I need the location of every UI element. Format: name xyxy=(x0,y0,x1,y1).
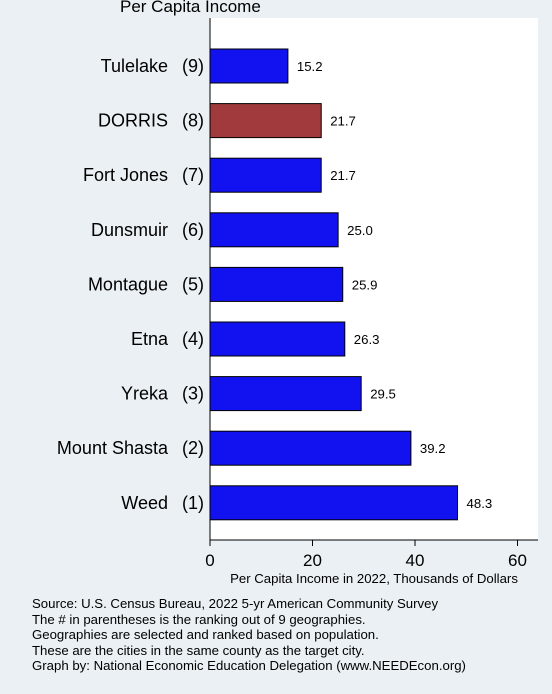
bar-value-label: 25.9 xyxy=(352,277,378,292)
category-name-label: DORRIS xyxy=(98,111,168,131)
category-name-label: Tulelake xyxy=(101,56,168,76)
bar-value-label: 21.7 xyxy=(330,168,356,183)
category-rank-label: (7) xyxy=(182,165,204,185)
bar xyxy=(209,321,346,357)
category-name-label: Fort Jones xyxy=(83,165,168,185)
bar-value-label: 25.0 xyxy=(347,223,373,238)
category-rank-label: (2) xyxy=(182,438,204,458)
category-labels-group: (9) Tulelake (8) DORRIS (7) Fort Jones (6) Duns… xyxy=(57,56,204,513)
bar xyxy=(209,376,362,412)
x-tick-label: 0 xyxy=(205,551,214,570)
bar-value-label: 29.5 xyxy=(370,387,396,402)
source-line: The # in parentheses is the ranking out … xyxy=(32,611,366,627)
source-notes: Source: U.S. Census Bureau, 2022 5-yr Am… xyxy=(32,596,466,674)
category-rank-label: (8) xyxy=(182,111,204,131)
category-rank-label: (6) xyxy=(182,220,204,240)
category-name-label: Dunsmuir xyxy=(91,220,168,240)
source-line: Graph by: National Economic Education De… xyxy=(32,658,466,674)
bar-value-label: 48.3 xyxy=(467,496,493,511)
source-line: These are the cities in the same county … xyxy=(32,642,365,658)
bar xyxy=(209,212,339,248)
category-rank-label: (3) xyxy=(182,384,204,404)
chart-title: Per Capita Income xyxy=(120,0,261,16)
bar-value-label: 26.3 xyxy=(354,332,380,347)
category-rank-label: (9) xyxy=(182,56,204,76)
x-axis-label: Per Capita Income in 2022, Thousands of … xyxy=(230,571,518,586)
category-name-label: Montague xyxy=(88,274,168,294)
category-name-label: Etna xyxy=(131,329,169,349)
category-rank-label: (1) xyxy=(182,493,204,513)
category-name-label: Weed xyxy=(121,493,168,513)
bars-group: 15.2 21.7 21.7 25.0 25.9 26.3 29.5 39.2 48.3 xyxy=(209,48,493,521)
source-line: Geographies are selected and ranked base… xyxy=(32,627,379,643)
category-rank-label: (4) xyxy=(182,329,204,349)
bar xyxy=(209,266,344,302)
bar xyxy=(209,430,412,466)
x-tick-label: 60 xyxy=(508,551,527,570)
bar xyxy=(209,48,289,84)
bar xyxy=(209,103,322,139)
x-tick-label: 20 xyxy=(303,551,322,570)
x-tick-label: 40 xyxy=(406,551,425,570)
x-axis: 0 20 40 60 xyxy=(205,18,538,570)
category-name-label: Yreka xyxy=(121,384,169,404)
bar-value-label: 39.2 xyxy=(420,441,446,456)
title-strip xyxy=(0,0,552,18)
source-line: Source: U.S. Census Bureau, 2022 5-yr Am… xyxy=(32,596,439,611)
category-rank-label: (5) xyxy=(182,274,204,294)
bar xyxy=(209,157,322,193)
bar-value-label: 21.7 xyxy=(330,114,356,129)
bar xyxy=(209,485,459,521)
bar-value-label: 15.2 xyxy=(297,59,323,74)
category-name-label: Mount Shasta xyxy=(57,438,169,458)
